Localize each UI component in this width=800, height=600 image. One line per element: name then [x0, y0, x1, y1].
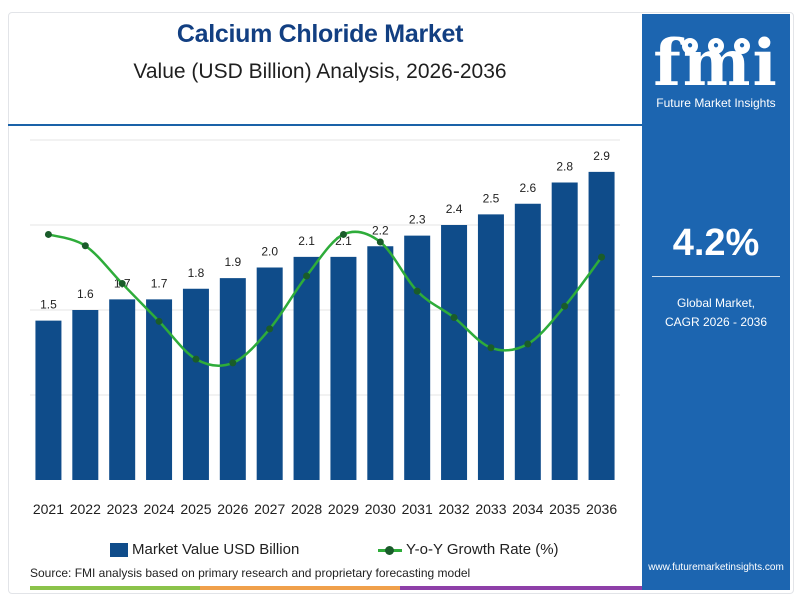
side-panel: ● ● ● fmi Future Market Insights 4.2% Gl… [642, 14, 790, 590]
bar-2035 [551, 182, 578, 480]
x-tick-2032: 2032 [438, 501, 469, 517]
data-label-2022: 1.6 [77, 287, 94, 301]
x-tick-layer: 2021 2022 2023 2024 2025 2026 2027 2028 2029 2030… [33, 501, 617, 517]
growth-point-2021 [44, 230, 52, 238]
website-link[interactable]: www.futuremarketinsights.com [648, 562, 784, 573]
bar-2027 [256, 267, 283, 480]
logo-figures-icon: ● ● ● [642, 34, 790, 58]
line-marker-icon [378, 543, 402, 557]
source-note: Source: FMI analysis based on primary re… [30, 566, 471, 580]
bar-2032 [441, 225, 468, 480]
legend-item-growth-rate: Y-o-Y Growth Rate (%) [378, 541, 559, 558]
data-label-2030: 2.2 [372, 223, 389, 237]
growth-point-2035 [561, 302, 569, 310]
data-label-2025: 1.8 [188, 266, 205, 280]
growth-point-2032 [450, 314, 458, 322]
data-label-2033: 2.5 [483, 191, 500, 205]
bar-2024 [146, 299, 173, 480]
data-label-2024: 1.7 [151, 276, 168, 290]
x-tick-2036: 2036 [586, 501, 617, 517]
bar-2026 [219, 278, 246, 480]
data-label-2034: 2.6 [519, 181, 536, 195]
bar-2031 [404, 235, 431, 480]
bar-2022 [72, 310, 99, 480]
legend-label-growth-rate: Y-o-Y Growth Rate (%) [406, 541, 559, 558]
cagr-value: 4.2% [672, 222, 760, 264]
data-label-layer: 1.51.61.71.71.81.92.02.12.12.22.32.42.52… [40, 149, 610, 312]
data-label-2026: 1.9 [224, 255, 241, 269]
data-label-2032: 2.4 [446, 202, 463, 216]
data-label-2031: 2.3 [409, 213, 426, 227]
bar-layer [35, 171, 615, 480]
chart-title: Calcium Chloride Market [176, 20, 464, 48]
x-tick-2034: 2034 [512, 501, 543, 517]
growth-point-2036 [598, 253, 606, 261]
x-tick-2035: 2035 [549, 501, 580, 517]
growth-point-2033 [487, 344, 495, 352]
bar-2029 [330, 256, 357, 480]
growth-point-2024 [155, 317, 163, 325]
growth-point-2034 [524, 340, 532, 348]
data-label-2036: 2.9 [593, 149, 610, 163]
cagr-label-line1: Global Market, [676, 296, 756, 310]
data-label-2035: 2.8 [556, 160, 573, 174]
brand-logo: ● ● ● fmi Future Market Insights [642, 32, 790, 111]
growth-point-2023 [118, 280, 126, 288]
chart-legend: Market Value USD Billion Y-o-Y Growth Ra… [0, 538, 640, 562]
data-label-2028: 2.1 [298, 234, 315, 248]
bar-2028 [293, 256, 320, 480]
accent-bar-green [30, 586, 200, 590]
bar-2023 [109, 299, 136, 480]
cagr-label-line2: CAGR 2026 - 2036 [664, 315, 768, 329]
bar-swatch-icon [110, 542, 128, 557]
logo-caption: Future Market Insights [656, 96, 776, 110]
x-tick-2021: 2021 [33, 501, 64, 517]
legend-label-market-value: Market Value USD Billion [132, 541, 300, 558]
growth-point-2025 [192, 355, 200, 363]
x-tick-2024: 2024 [143, 501, 174, 517]
bar-2030 [367, 246, 394, 480]
combo-chart: 1.51.61.71.71.81.92.02.12.12.22.32.42.52… [30, 139, 620, 517]
accent-bar-purple [400, 586, 642, 590]
cagr-divider [652, 276, 780, 277]
x-tick-2023: 2023 [107, 501, 138, 517]
chart-subtitle: Value (USD Billion) Analysis, 2026-2036 [133, 60, 507, 83]
growth-point-2026 [229, 359, 237, 367]
x-tick-2025: 2025 [180, 501, 211, 517]
bar-2021 [35, 320, 62, 480]
header-divider [8, 124, 642, 126]
x-tick-2022: 2022 [70, 501, 101, 517]
bar-2036 [588, 171, 615, 480]
growth-point-2027 [266, 325, 274, 333]
x-tick-2026: 2026 [217, 501, 248, 517]
growth-point-2030 [376, 238, 384, 246]
bar-2025 [182, 288, 209, 480]
x-tick-2033: 2033 [475, 501, 506, 517]
growth-point-2028 [303, 272, 311, 280]
data-label-2027: 2.0 [261, 245, 278, 259]
cagr-label: Global Market, CAGR 2026 - 2036 [642, 294, 790, 332]
growth-point-2022 [81, 242, 89, 250]
accent-bar-orange [200, 586, 400, 590]
growth-point-2031 [413, 287, 421, 295]
x-tick-2028: 2028 [291, 501, 322, 517]
x-tick-2027: 2027 [254, 501, 285, 517]
legend-item-market-value: Market Value USD Billion [110, 541, 299, 558]
x-tick-2029: 2029 [328, 501, 359, 517]
growth-line-layer [44, 230, 606, 367]
x-tick-2030: 2030 [365, 501, 396, 517]
x-tick-2031: 2031 [402, 501, 433, 517]
growth-rate-line [48, 230, 603, 367]
growth-point-2029 [339, 230, 347, 238]
data-label-2021: 1.5 [40, 298, 57, 312]
